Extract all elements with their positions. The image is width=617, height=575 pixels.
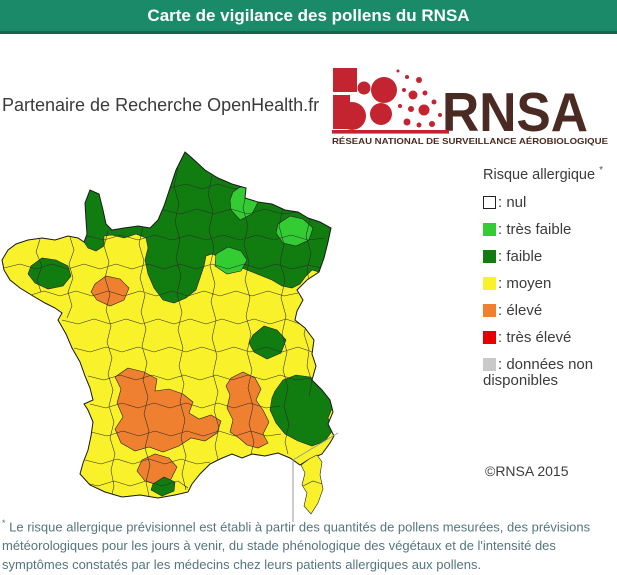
legend-label: nul — [506, 193, 527, 211]
page-title: Carte de vigilance des pollens du RNSA — [147, 6, 470, 25]
legend-label: très élevé — [506, 328, 572, 346]
header-banner: Carte de vigilance des pollens du RNSA — [0, 0, 617, 34]
logo-underline — [332, 130, 449, 134]
map-region-sarthe — [90, 275, 130, 307]
legend-item-eleve: : élevé — [483, 301, 615, 319]
map-region-ain — [248, 325, 287, 360]
nul-swatch-icon — [483, 195, 496, 209]
map-region-brittany — [27, 257, 72, 290]
tres-eleve-swatch-icon — [483, 330, 496, 344]
legend-item-indisponible: : données non disponibles — [483, 355, 594, 389]
eleve-swatch-icon — [483, 303, 496, 317]
department-borders — [3, 167, 326, 497]
map-region-corsica — [300, 454, 324, 515]
corsica-inset-border — [292, 432, 339, 522]
tres-faible-swatch-icon — [483, 222, 496, 236]
legend-label: moyen — [506, 274, 552, 292]
legend-item-nul: : nul — [483, 193, 615, 211]
legend-title-asterisk: * — [599, 165, 603, 176]
moyen-swatch-icon — [483, 276, 496, 290]
logo-tagline: RÉSEAU NATIONAL DE SURVEILLANCE AÉROBIOL… — [332, 136, 609, 146]
footnote-text: Le risque allergique prévisionnel est ét… — [2, 519, 591, 573]
legend-item-tres-faible: : très faible — [483, 220, 615, 238]
indisponible-swatch-icon — [483, 357, 496, 371]
faible-swatch-icon — [483, 249, 496, 263]
map-region-massif — [114, 367, 222, 453]
copyright-text: ©RNSA 2015 — [485, 463, 569, 479]
legend-label: très faible — [506, 220, 572, 238]
legend-label: élevé — [506, 301, 543, 319]
footnote-marker: * — [2, 518, 6, 528]
risk-legend: Risque allergique * : nul : très faible … — [483, 165, 615, 400]
legend-item-moyen: : moyen — [483, 274, 615, 292]
legend-item-tres-eleve: : très élevé — [483, 328, 615, 346]
logo-pollen-shapes-icon — [333, 68, 442, 130]
corsica-department-border — [302, 480, 323, 487]
legend-label: faible — [506, 247, 543, 265]
legend-label: données non disponibles — [483, 355, 594, 389]
footnote: * Le risque allergique prévisionnel est … — [2, 514, 616, 574]
map-region-pyrenees-orientales — [150, 476, 176, 497]
rnsa-logo: RNSA RÉSEAU NATIONAL DE SURVEILLANCE AÉR… — [332, 68, 609, 146]
legend-item-faible: : faible — [483, 247, 615, 265]
pollen-map[interactable] — [0, 148, 350, 528]
partner-text: Partenaire de Recherche OpenHealth.fr — [2, 95, 320, 115]
legend-title: Risque allergique * — [483, 165, 603, 183]
france-outline — [1, 151, 335, 499]
logo-wordmark: RNSA — [442, 81, 588, 143]
france-map-svg — [1, 151, 339, 522]
